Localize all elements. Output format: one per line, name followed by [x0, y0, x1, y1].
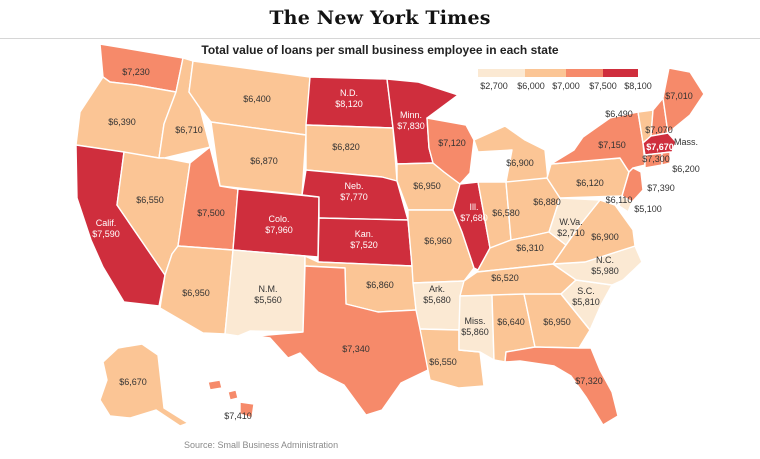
label-NM-name: N.M. — [259, 284, 278, 294]
label-ID-value: $6,710 — [175, 125, 203, 135]
state-HI-2[interactable] — [227, 389, 239, 401]
legend-swatch-c4 — [603, 69, 638, 77]
label-CO-value: $7,960 — [265, 225, 293, 235]
label-MS-name: Miss. — [465, 316, 486, 326]
label-MA-value: $7,670 — [646, 142, 674, 152]
label-GA-value: $6,950 — [543, 317, 571, 327]
label-WV-name: W.Va. — [559, 217, 582, 227]
legend-tick-3: $7,500 — [589, 81, 617, 91]
legend-tick-4: $8,100 — [624, 81, 652, 91]
label-PA-value: $6,120 — [576, 178, 604, 188]
label-UT-value: $7,500 — [197, 208, 225, 218]
label-SD-value: $6,820 — [332, 142, 360, 152]
label-AZ-value: $6,950 — [182, 288, 210, 298]
label-AK-value: $6,670 — [119, 377, 147, 387]
label-CT-value: $7,300 — [642, 154, 670, 164]
label-AR-name: Ark. — [429, 284, 445, 294]
label-NY-value: $7,150 — [598, 140, 626, 150]
label-WA-value: $7,230 — [122, 67, 150, 77]
legend-swatch-c2 — [525, 69, 566, 77]
masthead: The New York Times — [0, 0, 760, 39]
label-ND-name: N.D. — [340, 88, 358, 98]
label-KY-value: $6,310 — [516, 243, 544, 253]
legend-tick-0: $2,700 — [480, 81, 508, 91]
label-KS-value: $7,520 — [350, 240, 378, 250]
label-NE-value: $7,770 — [340, 192, 368, 202]
label-NM-value: $5,560 — [254, 295, 282, 305]
label-DE-value: $5,100 — [634, 204, 662, 214]
state-AK[interactable] — [99, 343, 189, 427]
state-HI-1[interactable] — [207, 379, 223, 391]
label-IL-name: Ill. — [470, 202, 479, 212]
state-GA[interactable] — [523, 293, 591, 349]
state-SC[interactable] — [560, 279, 613, 331]
label-LA-value: $6,550 — [429, 357, 457, 367]
label-SC-name: S.C. — [577, 286, 595, 296]
label-NH-value: $7,070 — [645, 125, 673, 135]
label-NC-value: $5,980 — [591, 266, 619, 276]
label-MN-name: Minn. — [400, 110, 422, 120]
label-TN-value: $6,520 — [491, 273, 519, 283]
state-WV[interactable] — [548, 197, 601, 246]
label-MT-value: $6,400 — [243, 94, 271, 104]
legend-tick-1: $6,000 — [517, 81, 545, 91]
state-RI[interactable] — [661, 151, 671, 166]
label-MA-name: Mass. — [674, 137, 698, 147]
label-OK-value: $6,860 — [366, 280, 394, 290]
legend-swatch-c1 — [478, 69, 525, 77]
label-AL-value: $6,640 — [497, 317, 525, 327]
label-OR-value: $6,390 — [108, 117, 136, 127]
label-RI-value: $6,200 — [672, 164, 700, 174]
label-CO-name: Colo. — [268, 214, 289, 224]
label-WV-value: $2,710 — [557, 228, 585, 238]
label-NJ-value: $7,390 — [647, 183, 675, 193]
label-FL-value: $7,320 — [575, 376, 603, 386]
legend: $2,700 $6,000 $7,000 $7,500 $8,100 — [478, 69, 652, 91]
label-VT-value: $6,490 — [605, 109, 633, 119]
state-MI[interactable] — [473, 125, 549, 183]
label-OH-value: $6,880 — [533, 197, 561, 207]
label-IN-value: $6,580 — [492, 208, 520, 218]
label-NC-name: N.C. — [596, 255, 614, 265]
source-note: Source: Small Business Administration — [184, 440, 339, 450]
label-CA-value: $7,590 — [92, 229, 120, 239]
label-MS-value: $5,860 — [461, 327, 489, 337]
label-MD-value: $6,110 — [606, 195, 633, 205]
label-WI-value: $7,120 — [438, 138, 466, 148]
label-ME-value: $7,010 — [665, 91, 693, 101]
state-labels: $7,230 $6,390 Calif. $7,590 $6,710 $6,55… — [92, 67, 700, 421]
label-NV-value: $6,550 — [136, 195, 164, 205]
label-TX-value: $7,340 — [342, 344, 370, 354]
label-NE-name: Neb. — [344, 181, 363, 191]
label-WY-value: $6,870 — [250, 156, 278, 166]
state-TX[interactable] — [255, 265, 429, 416]
label-MN-value: $7,830 — [397, 121, 425, 131]
label-IL-value: $7,680 — [460, 213, 488, 223]
label-KS-name: Kan. — [355, 229, 374, 239]
label-VA-value: $6,900 — [591, 232, 619, 242]
label-IA-value: $6,950 — [413, 181, 441, 191]
states — [75, 43, 705, 427]
label-HI-value: $7,410 — [224, 411, 252, 421]
label-MI-value: $6,900 — [506, 158, 534, 168]
label-MO-value: $6,960 — [424, 236, 452, 246]
state-FL[interactable] — [504, 346, 619, 426]
legend-tick-2: $7,000 — [552, 81, 580, 91]
state-HI-3[interactable] — [239, 401, 255, 419]
label-ND-value: $8,120 — [335, 99, 363, 109]
chart-title: Total value of loans per small business … — [201, 43, 559, 57]
label-AR-value: $5,680 — [423, 295, 451, 305]
state-MD[interactable] — [599, 199, 629, 213]
label-CA-name: Calif. — [96, 218, 117, 228]
legend-swatch-c3 — [566, 69, 603, 77]
masthead-logo: The New York Times — [269, 7, 491, 29]
label-SC-value: $5,810 — [572, 297, 600, 307]
